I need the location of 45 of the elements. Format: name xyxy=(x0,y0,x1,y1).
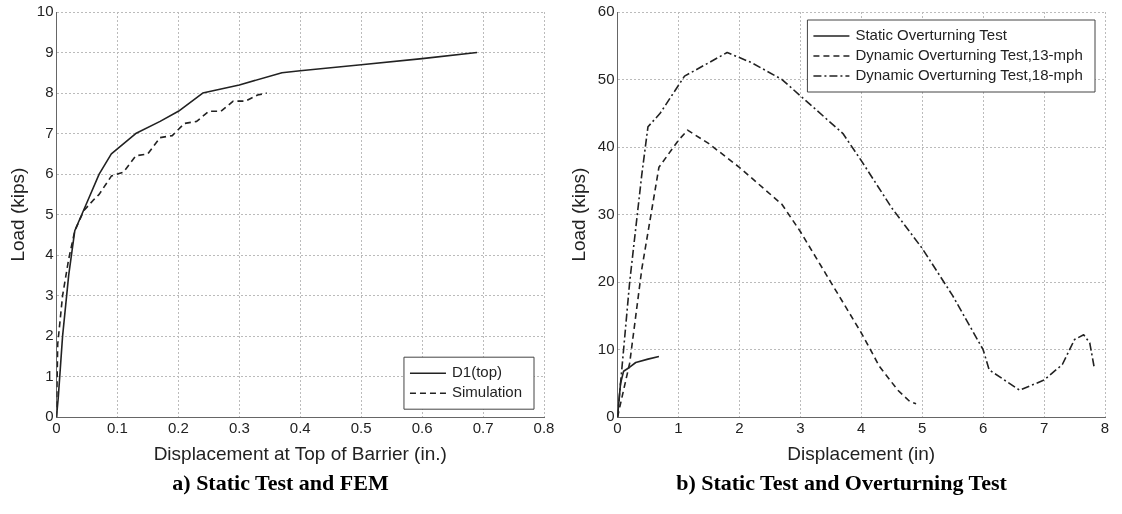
text: b) Static Test and Overturning Test xyxy=(676,470,1007,496)
y-tick-label: 7 xyxy=(45,123,54,141)
y-tick-label: 9 xyxy=(45,42,54,60)
y-tick-label: 30 xyxy=(597,204,615,222)
y-tick-label: 50 xyxy=(597,69,615,87)
y-tick-label: 10 xyxy=(36,2,54,20)
y-axis-title: Load (kips) xyxy=(567,167,589,262)
x-tick-label: 4 xyxy=(857,419,866,437)
x-tick-label: 5 xyxy=(918,419,927,437)
x-axis-title: Displacement at Top of Barrier (in.) xyxy=(153,442,447,464)
y-tick-label: 60 xyxy=(597,2,615,20)
legend-label: Simulation xyxy=(451,383,523,401)
x-tick-label: 0.4 xyxy=(289,419,311,437)
y-tick-label: 5 xyxy=(45,204,54,222)
y-tick-label: 20 xyxy=(597,272,615,290)
legend-label: D1(top) xyxy=(451,363,502,381)
y-tick-label: 6 xyxy=(45,164,54,182)
x-tick-label: 0.1 xyxy=(106,419,128,437)
y-tick-label: 0 xyxy=(606,407,615,425)
y-axis-title: Load (kips) xyxy=(6,167,28,262)
x-tick-label: 0.5 xyxy=(350,419,372,437)
x-axis-title: Displacement (in) xyxy=(787,442,936,464)
y-tick-label: 40 xyxy=(597,137,615,155)
legend-label: Static Overturning Test xyxy=(855,26,1008,44)
y-tick-label: 10 xyxy=(597,339,615,357)
x-tick-label: 0.3 xyxy=(228,419,250,437)
y-tick-label: 2 xyxy=(45,326,54,344)
x-tick-label: 1 xyxy=(674,419,683,437)
x-tick-label: 7 xyxy=(1039,419,1049,437)
y-tick-label: 4 xyxy=(45,245,54,263)
x-tick-label: 0.8 xyxy=(533,419,555,437)
x-tick-label: 3 xyxy=(796,419,805,437)
x-tick-label: 8 xyxy=(1100,419,1110,437)
y-tick-label: 1 xyxy=(45,366,54,384)
y-tick-label: 3 xyxy=(45,285,54,303)
x-tick-label: 6 xyxy=(978,419,988,437)
legend-label: Dynamic Overturning Test,18-mph xyxy=(855,66,1083,84)
text: a) Static Test and FEM xyxy=(172,470,389,496)
y-tick-label: 0 xyxy=(45,407,54,425)
x-tick-label: 2 xyxy=(735,419,744,437)
x-tick-label: 0.7 xyxy=(472,419,494,437)
x-tick-label: 0.6 xyxy=(411,419,433,437)
x-tick-label: 0.2 xyxy=(167,419,189,437)
y-tick-label: 8 xyxy=(45,83,54,101)
legend-label: Dynamic Overturning Test,13-mph xyxy=(855,46,1083,64)
